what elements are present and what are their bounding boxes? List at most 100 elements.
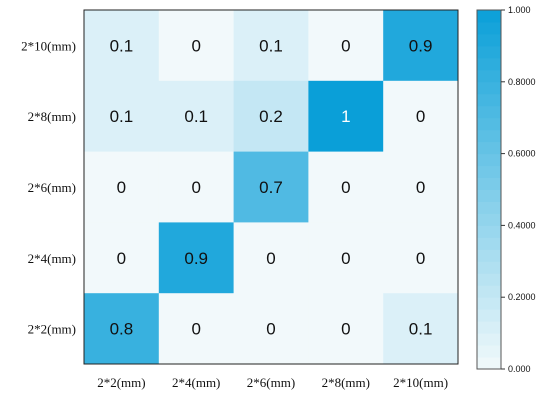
heatmap-cell: [308, 293, 384, 365]
heatmap-cell: [84, 222, 160, 294]
cell-value-label: 0.2: [259, 107, 283, 126]
colorbar-border: [476, 9, 502, 370]
colorbar-segment: [477, 225, 501, 238]
heatmap-cell: [158, 222, 235, 294]
colorbar-segment: [477, 69, 501, 83]
colorbar-segment: [477, 201, 501, 214]
colorbar-tick-label: 0.4000: [508, 220, 536, 230]
colorbar-segment: [477, 33, 501, 47]
heatmap-cell: [233, 80, 309, 153]
colorbar-segment: [477, 45, 501, 59]
heatmap-cell: [383, 80, 459, 153]
heatmap-cell: [158, 293, 235, 365]
y-tick-label: 2*4(mm): [28, 251, 76, 266]
heatmap-cell: [158, 80, 235, 153]
colorbar-segment: [477, 285, 501, 298]
cell-value-label: 0: [341, 36, 350, 55]
y-tick-label: 2*2(mm): [28, 322, 76, 337]
colorbar-segment: [477, 297, 501, 310]
cell-value-label: 0: [191, 320, 200, 339]
x-tick-label: 2*8(mm): [322, 375, 370, 390]
heatmap-cell: [84, 151, 160, 223]
cell-value-label: 0: [191, 36, 200, 55]
colorbar-segment: [477, 345, 501, 358]
x-tick-label: 2*10(mm): [393, 375, 448, 390]
colorbar-tick-label: 0.8000: [508, 77, 536, 87]
colorbar-segment: [477, 21, 501, 35]
cell-value-label: 0: [117, 178, 126, 197]
cell-value-label: 0.7: [259, 178, 283, 197]
cell-value-label: 0.1: [184, 107, 208, 126]
colorbar-segment: [477, 261, 501, 274]
heatmap-cell: [233, 151, 309, 223]
colorbar-segment: [477, 249, 501, 262]
heatmap-cell: [84, 80, 160, 153]
x-tick-label: 2*6(mm): [247, 375, 295, 390]
heatmap-cell: [308, 10, 384, 82]
cell-value-label: 0: [416, 249, 425, 268]
heatmap-cell: [383, 222, 459, 294]
colorbar-segment: [477, 141, 501, 155]
x-tick-label: 2*4(mm): [172, 375, 220, 390]
colorbar-segment: [477, 273, 501, 286]
heatmap-cell: [383, 151, 459, 223]
colorbar-segment: [477, 129, 501, 143]
colorbar-tick-label: 0.000: [508, 364, 531, 374]
heatmap-cell: [84, 293, 160, 365]
cell-value-label: 0: [341, 320, 350, 339]
cell-value-label: 0: [266, 249, 275, 268]
cell-value-label: 0: [416, 107, 425, 126]
cell-value-label: 0: [266, 320, 275, 339]
cell-value-label: 0: [117, 249, 126, 268]
heatmap-cell: [308, 151, 384, 223]
cell-value-label: 0: [416, 178, 425, 197]
cell-value-label: 0.9: [184, 249, 208, 268]
colorbar-segment: [477, 189, 501, 202]
y-tick-label: 2*8(mm): [28, 109, 76, 124]
heatmap-cell: [308, 222, 384, 294]
heatmap-cell: [158, 10, 235, 82]
colorbar-segment: [477, 309, 501, 322]
x-axis-labels: 2*2(mm) 2*4(mm) 2*6(mm) 2*8(mm) 2*10(mm): [97, 375, 448, 390]
heatmap-cells: 0.1 0 0.1 0 0.9 0.1 0.1 0.2 1 0 0 0 0.7 0 0 0 0.9 0 0 0 0.8 0…: [84, 10, 459, 365]
heatmap-cell: [233, 293, 309, 365]
colorbar-tick-label: 0.6000: [508, 149, 536, 159]
cell-value-label: 0: [341, 178, 350, 197]
heatmap-cell: [383, 10, 459, 82]
y-tick-label: 2*10(mm): [21, 38, 76, 53]
colorbar-segment: [477, 93, 501, 107]
cell-value-label: 0.1: [259, 36, 283, 55]
colorbar-segment: [477, 10, 501, 23]
y-tick-label: 2*6(mm): [28, 180, 76, 195]
heatmap-cell: [383, 293, 459, 365]
heatmap-cell: [84, 10, 160, 82]
colorbar-segment: [477, 165, 501, 179]
y-axis-labels: 2*10(mm) 2*8(mm) 2*6(mm) 2*4(mm) 2*2(mm): [21, 38, 76, 336]
colorbar-segment: [477, 57, 501, 71]
colorbar-segment: [477, 213, 501, 226]
colorbar-segment: [477, 177, 501, 190]
colorbar-segment: [477, 153, 501, 167]
heatmap-cell: [158, 151, 235, 223]
heatmap-cell: [233, 222, 309, 294]
plot-border: [83, 9, 459, 365]
colorbar: 0.000 0.2000 0.4000 0.6000 0.8000 1.000: [476, 5, 536, 374]
colorbar-segment: [477, 357, 501, 370]
cell-value-label: 0.1: [409, 320, 433, 339]
heatmap-cell: [233, 10, 309, 82]
colorbar-segment: [477, 81, 501, 95]
colorbar-tick-label: 1.000: [508, 5, 531, 15]
cell-value-label: 0: [191, 178, 200, 197]
colorbar-segment: [477, 105, 501, 119]
cell-value-label: 0.1: [110, 107, 134, 126]
cell-value-label: 0.1: [110, 36, 134, 55]
cell-value-label: 0: [341, 249, 350, 268]
x-tick-label: 2*2(mm): [97, 375, 145, 390]
cell-value-label: 0.9: [409, 36, 433, 55]
cell-value-label: 1: [341, 107, 350, 126]
cell-value-label: 0.8: [110, 320, 134, 339]
colorbar-segment: [477, 333, 501, 346]
colorbar-segment: [477, 117, 501, 131]
colorbar-segment: [477, 321, 501, 334]
